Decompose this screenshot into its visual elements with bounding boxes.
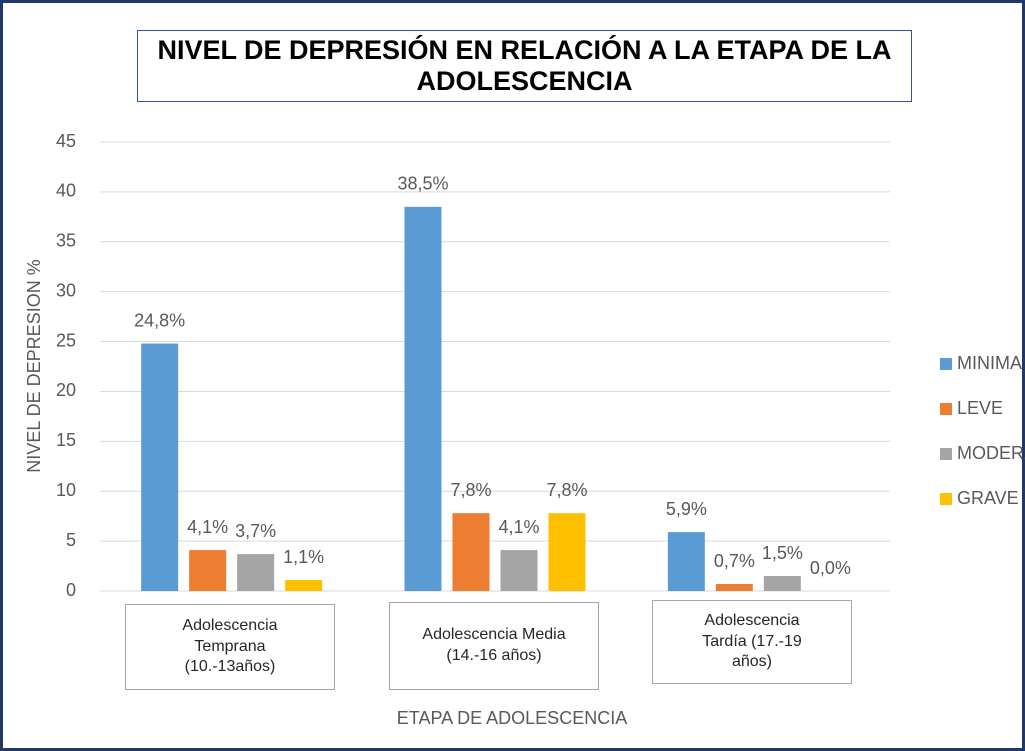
chart-title: NIVEL DE DEPRESIÓN EN RELACIÓN A LA ETAP… (137, 30, 912, 102)
x-tick-label: Adolescencia Temprana (10.-13años) (125, 604, 335, 690)
legend-swatch (940, 493, 952, 505)
data-label: 7,8% (450, 480, 491, 500)
legend-label: MINIMA (957, 353, 1022, 373)
data-label: 3,7% (235, 521, 276, 541)
data-label: 0,0% (810, 558, 851, 578)
y-tick-label: 10 (56, 480, 76, 500)
bar (141, 343, 179, 591)
data-label: 5,9% (666, 499, 707, 519)
legend-swatch (940, 358, 952, 370)
y-tick-label: 20 (56, 380, 76, 400)
legend-swatch (940, 448, 952, 460)
y-tick-label: 30 (56, 280, 76, 300)
bar (285, 580, 323, 591)
y-tick-label: 5 (66, 530, 76, 550)
data-label: 1,5% (762, 543, 803, 563)
x-axis-title: ETAPA DE ADOLESCENCIA (397, 708, 627, 728)
data-label: 7,8% (546, 480, 587, 500)
bar (500, 550, 538, 591)
data-label: 4,1% (187, 517, 228, 537)
x-tick-label: Adolescencia Media (14.-16 años) (389, 602, 599, 690)
data-label: 0,7% (714, 551, 755, 571)
y-axis-title: NIVEL DE DEPRESION % (24, 259, 44, 472)
legend-label: GRAVE (957, 488, 1019, 508)
legend-label: MODERADA (957, 443, 1025, 463)
y-tick-label: 15 (56, 430, 76, 450)
data-label: 4,1% (498, 517, 539, 537)
y-tick-label: 40 (56, 181, 76, 201)
data-label: 1,1% (283, 547, 324, 567)
legend-label: LEVE (957, 398, 1003, 418)
data-label: 24,8% (134, 310, 185, 330)
bar (667, 532, 705, 591)
y-tick-label: 25 (56, 330, 76, 350)
legend-swatch (940, 403, 952, 415)
bar (452, 513, 490, 591)
bar (189, 550, 227, 591)
y-tick-label: 35 (56, 231, 76, 251)
bar (715, 584, 753, 591)
bar (404, 206, 442, 591)
data-label: 38,5% (397, 174, 448, 194)
bar (548, 513, 586, 591)
y-tick-label: 0 (66, 580, 76, 600)
y-tick-label: 45 (56, 131, 76, 151)
bar (763, 576, 801, 591)
x-tick-label: Adolescencia Tardía (17.-19 años) (652, 600, 852, 684)
bar (237, 554, 275, 591)
